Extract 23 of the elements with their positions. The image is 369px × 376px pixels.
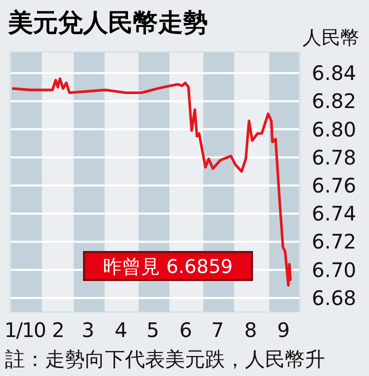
x-tick-label: 2 (52, 318, 64, 342)
text: 註：走勢向下代表美元跌，人民幣升 (5, 347, 325, 371)
x-tick-label: 4 (114, 318, 127, 342)
y-tick-label: 6.68 (312, 286, 356, 310)
y-tick-label: 6.82 (312, 89, 356, 114)
line-series (12, 77, 292, 287)
x-tick-label: 6 (179, 318, 192, 342)
x-tick-label: 1/10 (4, 318, 46, 342)
x-tick-label: 7 (211, 318, 224, 342)
x-tick-label: 8 (244, 318, 256, 342)
y-tick-label: 6.84 (312, 61, 356, 86)
x-tick-label: 9 (277, 318, 290, 342)
x-tick-label: 3 (82, 318, 94, 342)
y-tick-label: 6.72 (312, 230, 356, 254)
x-tick-label: 5 (146, 318, 158, 342)
annotation: 昨曾見 6.6859 (103, 256, 233, 278)
y-tick-label: 6.78 (312, 145, 356, 170)
y-tick-label: 6.76 (312, 174, 356, 198)
y-tick-label: 6.74 (312, 202, 356, 226)
chart-title: 美元兌人民幣走勢 (7, 8, 208, 37)
y-axis-title: 人民幣 (302, 27, 360, 49)
y-tick-label: 6.70 (312, 258, 356, 282)
y-tick-label: 6.80 (312, 117, 356, 142)
